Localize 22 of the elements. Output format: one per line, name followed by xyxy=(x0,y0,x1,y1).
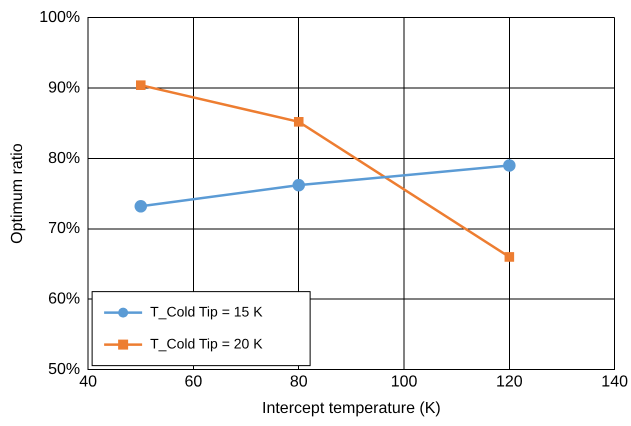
y-tick-label: 70% xyxy=(48,220,80,238)
x-tick-label: 140 xyxy=(601,374,628,391)
point xyxy=(503,159,516,172)
point xyxy=(136,80,146,90)
y-tick-label: 90% xyxy=(48,79,80,96)
y-tick-label: 60% xyxy=(48,290,80,308)
point xyxy=(292,178,305,192)
x-tick-label: 60 xyxy=(184,374,202,391)
x-tick-label: 100 xyxy=(390,374,418,391)
y-tick-label: 80% xyxy=(48,150,80,167)
y-axis-title: Optimum ratio xyxy=(9,143,26,244)
x-tick-label: 80 xyxy=(290,374,308,391)
point xyxy=(504,252,514,262)
x-tick-label: 40 xyxy=(79,374,98,391)
y-tick-label: 100% xyxy=(39,9,80,26)
x-tick-label: 120 xyxy=(496,374,523,391)
x-axis-title: Intercept temperature (K) xyxy=(262,400,441,417)
point xyxy=(294,117,304,127)
legend-label: T_Cold Tip = 15 K xyxy=(150,303,264,320)
legend-label: T_Cold Tip = 20 K xyxy=(150,335,264,352)
point xyxy=(134,200,148,213)
y-tick-label: 50% xyxy=(48,361,80,378)
